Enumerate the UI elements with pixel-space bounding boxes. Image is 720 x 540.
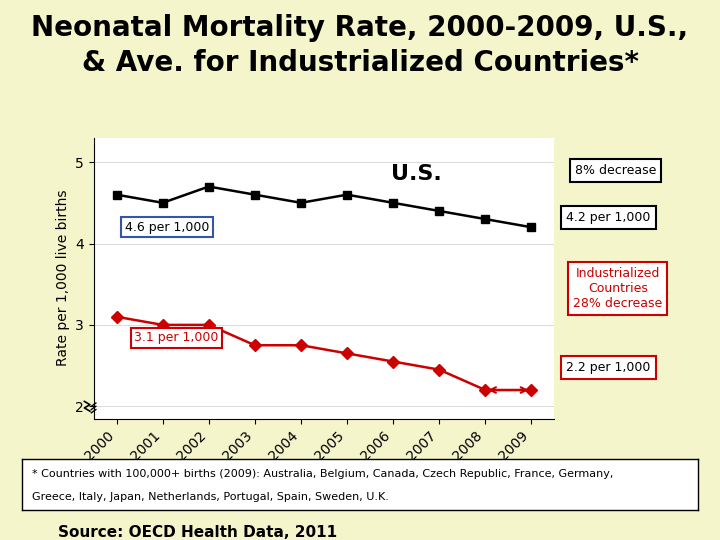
Text: 2.2 per 1,000: 2.2 per 1,000 [566,361,651,374]
Text: & Ave. for Industrialized Countries*: & Ave. for Industrialized Countries* [81,49,639,77]
Text: 4.6 per 1,000: 4.6 per 1,000 [125,221,210,234]
Text: Source: OECD Health Data, 2011: Source: OECD Health Data, 2011 [58,525,337,540]
Text: Industrialized
Countries
28% decrease: Industrialized Countries 28% decrease [573,267,662,310]
Text: U.S.: U.S. [391,164,441,184]
Text: * Countries with 100,000+ births (2009): Australia, Belgium, Canada, Czech Repub: * Countries with 100,000+ births (2009):… [32,469,613,480]
Text: 4.2 per 1,000: 4.2 per 1,000 [566,211,651,224]
Y-axis label: Rate per 1,000 live births: Rate per 1,000 live births [55,190,70,366]
Text: Neonatal Mortality Rate, 2000-2009, U.S.,: Neonatal Mortality Rate, 2000-2009, U.S.… [32,14,688,42]
Text: Greece, Italy, Japan, Netherlands, Portugal, Spain, Sweden, U.K.: Greece, Italy, Japan, Netherlands, Portu… [32,492,389,502]
Text: 3.1 per 1,000: 3.1 per 1,000 [135,332,219,345]
Text: 8% decrease: 8% decrease [575,164,657,177]
